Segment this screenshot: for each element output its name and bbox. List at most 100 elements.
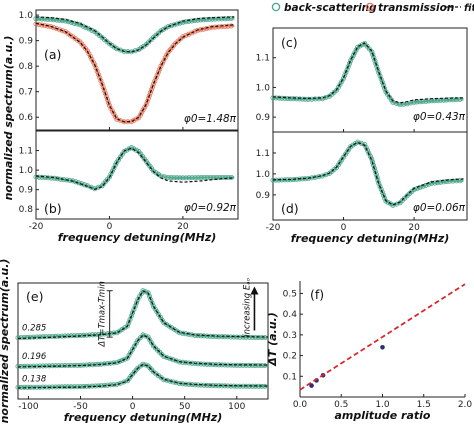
data-point: [183, 33, 189, 39]
data-point: [143, 102, 149, 108]
data-point: [180, 19, 186, 25]
data-point: [125, 49, 131, 55]
data-point: [186, 331, 192, 337]
data-point: [209, 24, 215, 30]
data-point: [380, 344, 385, 350]
data-point: [417, 184, 423, 190]
x-axis-label: frequency detuning(MHz): [64, 411, 223, 424]
data-point: [168, 175, 174, 181]
data-point: [45, 175, 51, 181]
data-point: [379, 189, 385, 195]
data-point: [140, 107, 146, 113]
data-point: [212, 16, 218, 22]
data-point: [148, 297, 154, 303]
data-point: [112, 114, 118, 120]
data-point: [312, 96, 318, 102]
y-tick-label: 0.8: [19, 205, 34, 215]
data-point: [374, 174, 380, 180]
fit-line: [17, 290, 269, 340]
data-point: [56, 333, 62, 339]
data-point: [94, 68, 100, 74]
data-point: [203, 17, 209, 23]
x-tick-label: 0.5: [334, 400, 348, 410]
data-point: [426, 98, 432, 104]
data-point: [48, 16, 54, 22]
data-point: [122, 325, 128, 331]
data-point: [131, 306, 137, 312]
data-point: [161, 174, 167, 180]
x-tick-label: 0: [130, 402, 136, 412]
data-point: [192, 18, 198, 24]
data-point: [68, 19, 74, 25]
data-point: [39, 22, 45, 28]
data-point: [109, 108, 115, 114]
data-point: [71, 384, 77, 390]
fit-line: [299, 283, 466, 391]
data-point: [420, 183, 426, 189]
panel-label: (d): [281, 201, 299, 216]
data-point: [166, 323, 172, 329]
data-point: [146, 293, 152, 299]
series-line: [35, 146, 235, 190]
data-point: [150, 168, 156, 174]
data-point: [440, 179, 446, 185]
y-tick-label: 1.0: [19, 166, 34, 176]
data-point: [131, 117, 137, 123]
data-point: [207, 361, 213, 367]
data-point: [21, 334, 27, 340]
data-point: [46, 334, 52, 340]
x-tick-label: 0.0: [293, 400, 308, 410]
data-point: [71, 20, 77, 26]
data-point: [40, 334, 46, 340]
data-point: [225, 23, 231, 29]
data-point: [121, 48, 127, 54]
data-point: [46, 384, 52, 390]
data-point: [243, 383, 249, 389]
data-point: [348, 58, 354, 64]
data-point: [157, 66, 163, 72]
data-point: [225, 334, 231, 340]
data-point: [309, 383, 314, 388]
data-point: [293, 96, 299, 102]
data-point: [246, 334, 252, 340]
data-point: [366, 150, 372, 156]
data-point: [111, 165, 117, 171]
data-point: [210, 333, 216, 339]
data-point: [180, 330, 186, 336]
data-point: [59, 28, 65, 34]
data-point: [249, 334, 255, 340]
data-point: [83, 25, 89, 31]
data-point: [84, 48, 90, 54]
data-point: [195, 27, 201, 33]
fit-line: [17, 334, 269, 368]
data-point: [378, 186, 384, 192]
data-point: [37, 384, 43, 390]
data-point: [74, 21, 80, 27]
data-point: [183, 175, 189, 181]
data-point: [97, 75, 103, 81]
legend-marker-back-scattering: [271, 2, 281, 12]
x-tick-label: 1.5: [417, 400, 431, 410]
data-point: [369, 49, 375, 55]
data-point: [446, 97, 452, 103]
data-point: [446, 178, 452, 184]
data-point: [457, 97, 463, 103]
fit-line: [17, 363, 269, 389]
data-point: [164, 355, 170, 361]
data-point: [102, 382, 108, 388]
data-point: [183, 360, 189, 366]
x-tick-label: 50: [179, 402, 191, 412]
data-point: [342, 73, 348, 79]
data-point: [62, 18, 68, 24]
panel-label: (a): [44, 47, 61, 62]
data-point: [133, 300, 139, 306]
data-point: [231, 334, 237, 340]
data-point: [414, 186, 420, 192]
data-point: [161, 320, 167, 326]
data-point: [364, 147, 370, 153]
data-point: [282, 95, 288, 101]
fit-line: [272, 42, 464, 104]
data-point: [48, 175, 54, 181]
y-tick-label: 1.1: [256, 54, 270, 64]
